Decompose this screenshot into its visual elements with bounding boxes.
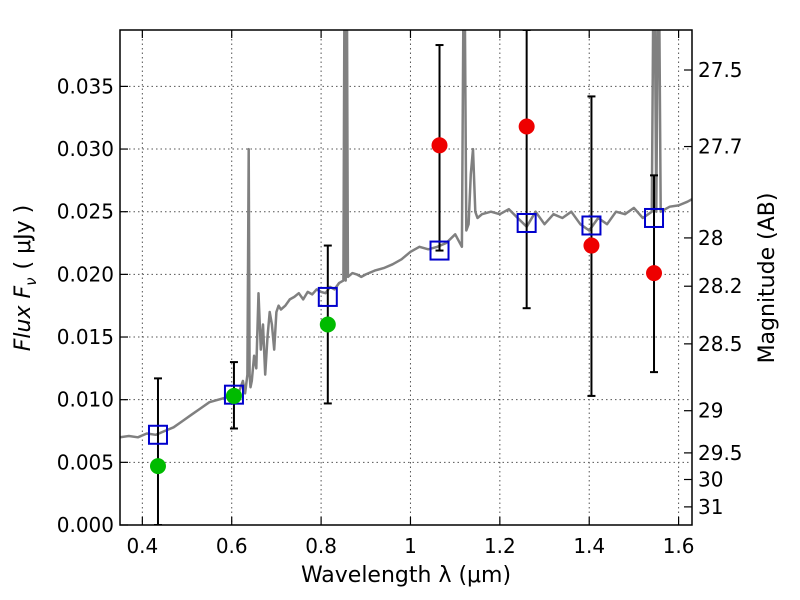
y-tick-label: 0.035 <box>57 74 114 98</box>
circle-marker <box>225 387 242 404</box>
x-tick-label: 1.2 <box>484 534 516 558</box>
axis-ticks: 0.4 0.6 0.8 1 1.2 1.4 1.6 0.000 0.005 0.010 0.015 0… <box>57 30 743 558</box>
y2-tick-label: 29 <box>698 399 723 423</box>
x-tick-label: 0.8 <box>305 534 337 558</box>
y2-tick-label: 30 <box>698 468 723 492</box>
y-tick-label: 0.010 <box>57 388 114 412</box>
y2-tick-label: 28 <box>698 226 723 250</box>
y-axis-label: Flux Fν ( μJy ) <box>11 205 40 351</box>
circle-marker <box>518 118 535 135</box>
x-tick-label: 0.6 <box>216 534 248 558</box>
y-tick-label: 0.025 <box>57 200 114 224</box>
spectrum-line <box>120 30 692 439</box>
y2-tick-label: 28.5 <box>698 332 743 356</box>
y-tick-label: 0.020 <box>57 262 114 286</box>
x-tick-label: 1.6 <box>663 534 695 558</box>
circle-marker <box>431 137 448 154</box>
square-marker <box>147 424 168 445</box>
y2-tick-label: 27.7 <box>698 135 743 159</box>
y2-tick-label: 29.5 <box>698 441 743 465</box>
y-tick-label: 0.000 <box>57 513 114 537</box>
y-tick-label: 0.015 <box>57 325 114 349</box>
y-tick-label: 0.030 <box>57 137 114 161</box>
circle-marker <box>149 458 166 475</box>
y-axis-label-sub: ν <box>22 277 40 285</box>
grid-lines <box>120 30 692 526</box>
y2-axis-label: Magnitude (AB) <box>755 193 780 364</box>
x-tick-label: 1.4 <box>573 534 605 558</box>
circle-marker <box>583 237 600 254</box>
circle-marker <box>646 265 663 282</box>
square-marker <box>581 215 602 236</box>
y2-tick-label: 27.5 <box>698 58 743 82</box>
x-tick-label: 0.4 <box>126 534 158 558</box>
x-tick-label: 1 <box>404 534 417 558</box>
x-axis-label: Wavelength λ (μm) <box>301 563 511 588</box>
y2-tick-label: 28.2 <box>698 274 743 298</box>
y2-tick-label: 31 <box>698 495 723 519</box>
circle-marker <box>319 316 336 333</box>
error-bars <box>153 30 659 525</box>
spectrum-path <box>120 30 692 439</box>
plot-frame <box>119 29 693 526</box>
y-axis-label-unit: ( μJy ) <box>11 205 36 270</box>
y-axis-label-main: Flux F <box>11 286 36 352</box>
markers <box>147 118 665 475</box>
square-marker <box>516 212 537 233</box>
square-marker <box>317 286 338 307</box>
square-marker <box>644 207 665 228</box>
y-tick-label: 0.005 <box>57 450 114 474</box>
square-marker <box>429 240 450 261</box>
